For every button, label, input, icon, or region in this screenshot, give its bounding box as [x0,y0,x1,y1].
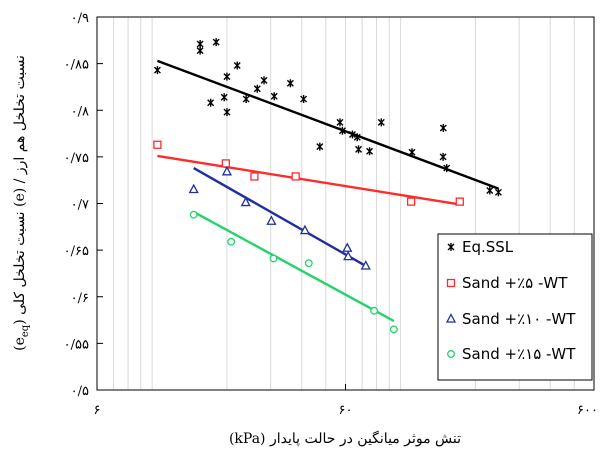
data-point-series-0 [220,93,228,102]
data-point-series-0 [153,66,161,75]
data-point-series-0 [377,118,385,127]
data-point-series-0 [408,148,416,157]
y-axis-ticks: ۰/۵ ۰/۵۵ ۰/۶ ۰/۶۵ ۰/۷ ۰/۷۵ ۰/۸ ۰/۸۵ ۰/۹ [64,11,103,399]
data-point-series-0 [348,130,356,139]
data-point-series-0 [223,108,231,117]
data-point-series-0 [242,95,250,104]
data-point-series-0 [439,123,447,132]
data-point-series-0 [223,72,231,81]
y-axis-title-tail: ) نسبت تخلخل کلی (e) / نسبت تخلخل هم ارز [12,55,28,325]
data-point-series-1 [221,159,231,168]
data-point-series-1 [291,172,300,181]
data-point-series-3 [189,210,198,219]
data-point-series-1 [406,197,416,206]
data-point-series-0 [196,46,204,55]
data-point-series-3 [227,237,236,246]
data-point-series-0 [253,84,261,93]
legend-label-2: Sand +٪۱۰ -WT [462,310,576,328]
fit-line-series-1 [157,154,460,206]
y-tick-label: ۰/۷۵ [64,151,89,166]
legend-marker-0 [447,243,455,251]
data-point-series-0 [300,95,308,104]
y-tick-label: ۰/۵ [71,384,89,399]
data-point-series-0 [270,92,278,101]
x-tick-label: ۶۰۰ [577,403,598,418]
data-point-series-0 [260,76,268,85]
x-tick-label: ۶ [94,403,101,418]
legend-label-3: Sand +٪۱۵ -WT [462,345,576,363]
data-point-series-2 [343,250,354,261]
data-point-series-0 [494,188,502,197]
fit-lines [156,59,499,323]
legend-label-1: Sand +٪۵ -WT [462,274,568,292]
data-point-series-1 [455,197,464,206]
legend-box [437,233,593,381]
data-point-series-0 [353,133,361,142]
legend-marker-3 [447,350,455,358]
x-axis-ticks: ۶ ۶۰ ۶۰۰ [94,384,598,418]
legend-marker-2 [445,313,457,323]
x-tick-label: ۶۰ [339,403,353,418]
data-point-series-3 [304,259,313,268]
data-points [153,38,502,334]
data-point-series-0 [443,164,451,173]
data-point-series-1 [153,140,162,149]
data-point-series-0 [316,142,324,151]
data-point-series-3 [370,306,379,315]
data-point-series-3 [269,254,278,263]
legend-marker-1 [446,278,456,288]
data-point-series-1 [250,172,259,181]
y-tick-label: ۰/۵۵ [64,337,89,352]
data-point-series-0 [366,147,374,156]
data-point-series-2 [240,196,251,207]
y-tick-label: ۰/۸ [71,104,89,119]
data-point-series-2 [360,260,371,270]
data-point-series-0 [439,152,447,161]
legend: Eq.SSL Sand +٪۵ -WT Sand +٪۱۰ -WT Sand +٪۱۵… [437,233,593,381]
data-point-series-2 [342,242,353,252]
y-tick-label: ۰/۶ [71,291,89,306]
fit-line-series-3 [193,210,395,323]
y-axis-title-sub: eq [20,324,31,337]
data-point-series-0 [486,186,494,195]
fit-line-series-0 [156,59,499,190]
data-point-series-0 [355,145,363,154]
y-tick-label: ۰/۹ [71,11,89,26]
x-axis-title: تنش موثر میانگین در حالت پایدار (kPa) [229,430,461,447]
data-point-series-0 [338,126,346,135]
data-point-series-2 [188,183,199,194]
y-tick-label: ۰/۶۵ [64,244,89,259]
y-axis-title: (eeq) نسبت تخلخل کلی (e) / نسبت تخلخل هم… [12,55,31,351]
legend-label-0: Eq.SSL [462,238,514,256]
data-point-series-0 [207,98,215,107]
fit-line-series-2 [193,167,367,268]
y-axis-title-lead: (e [12,337,28,351]
data-point-series-0 [286,79,294,88]
data-point-series-0 [212,38,220,47]
data-point-series-0 [336,118,344,127]
data-point-series-2 [299,224,311,235]
data-point-series-3 [389,325,398,334]
data-point-series-2 [221,165,233,176]
data-point-series-2 [266,215,277,225]
y-tick-label: ۰/۸۵ [64,58,89,73]
y-tick-label: ۰/۷ [71,198,89,213]
data-point-series-0 [233,61,241,70]
